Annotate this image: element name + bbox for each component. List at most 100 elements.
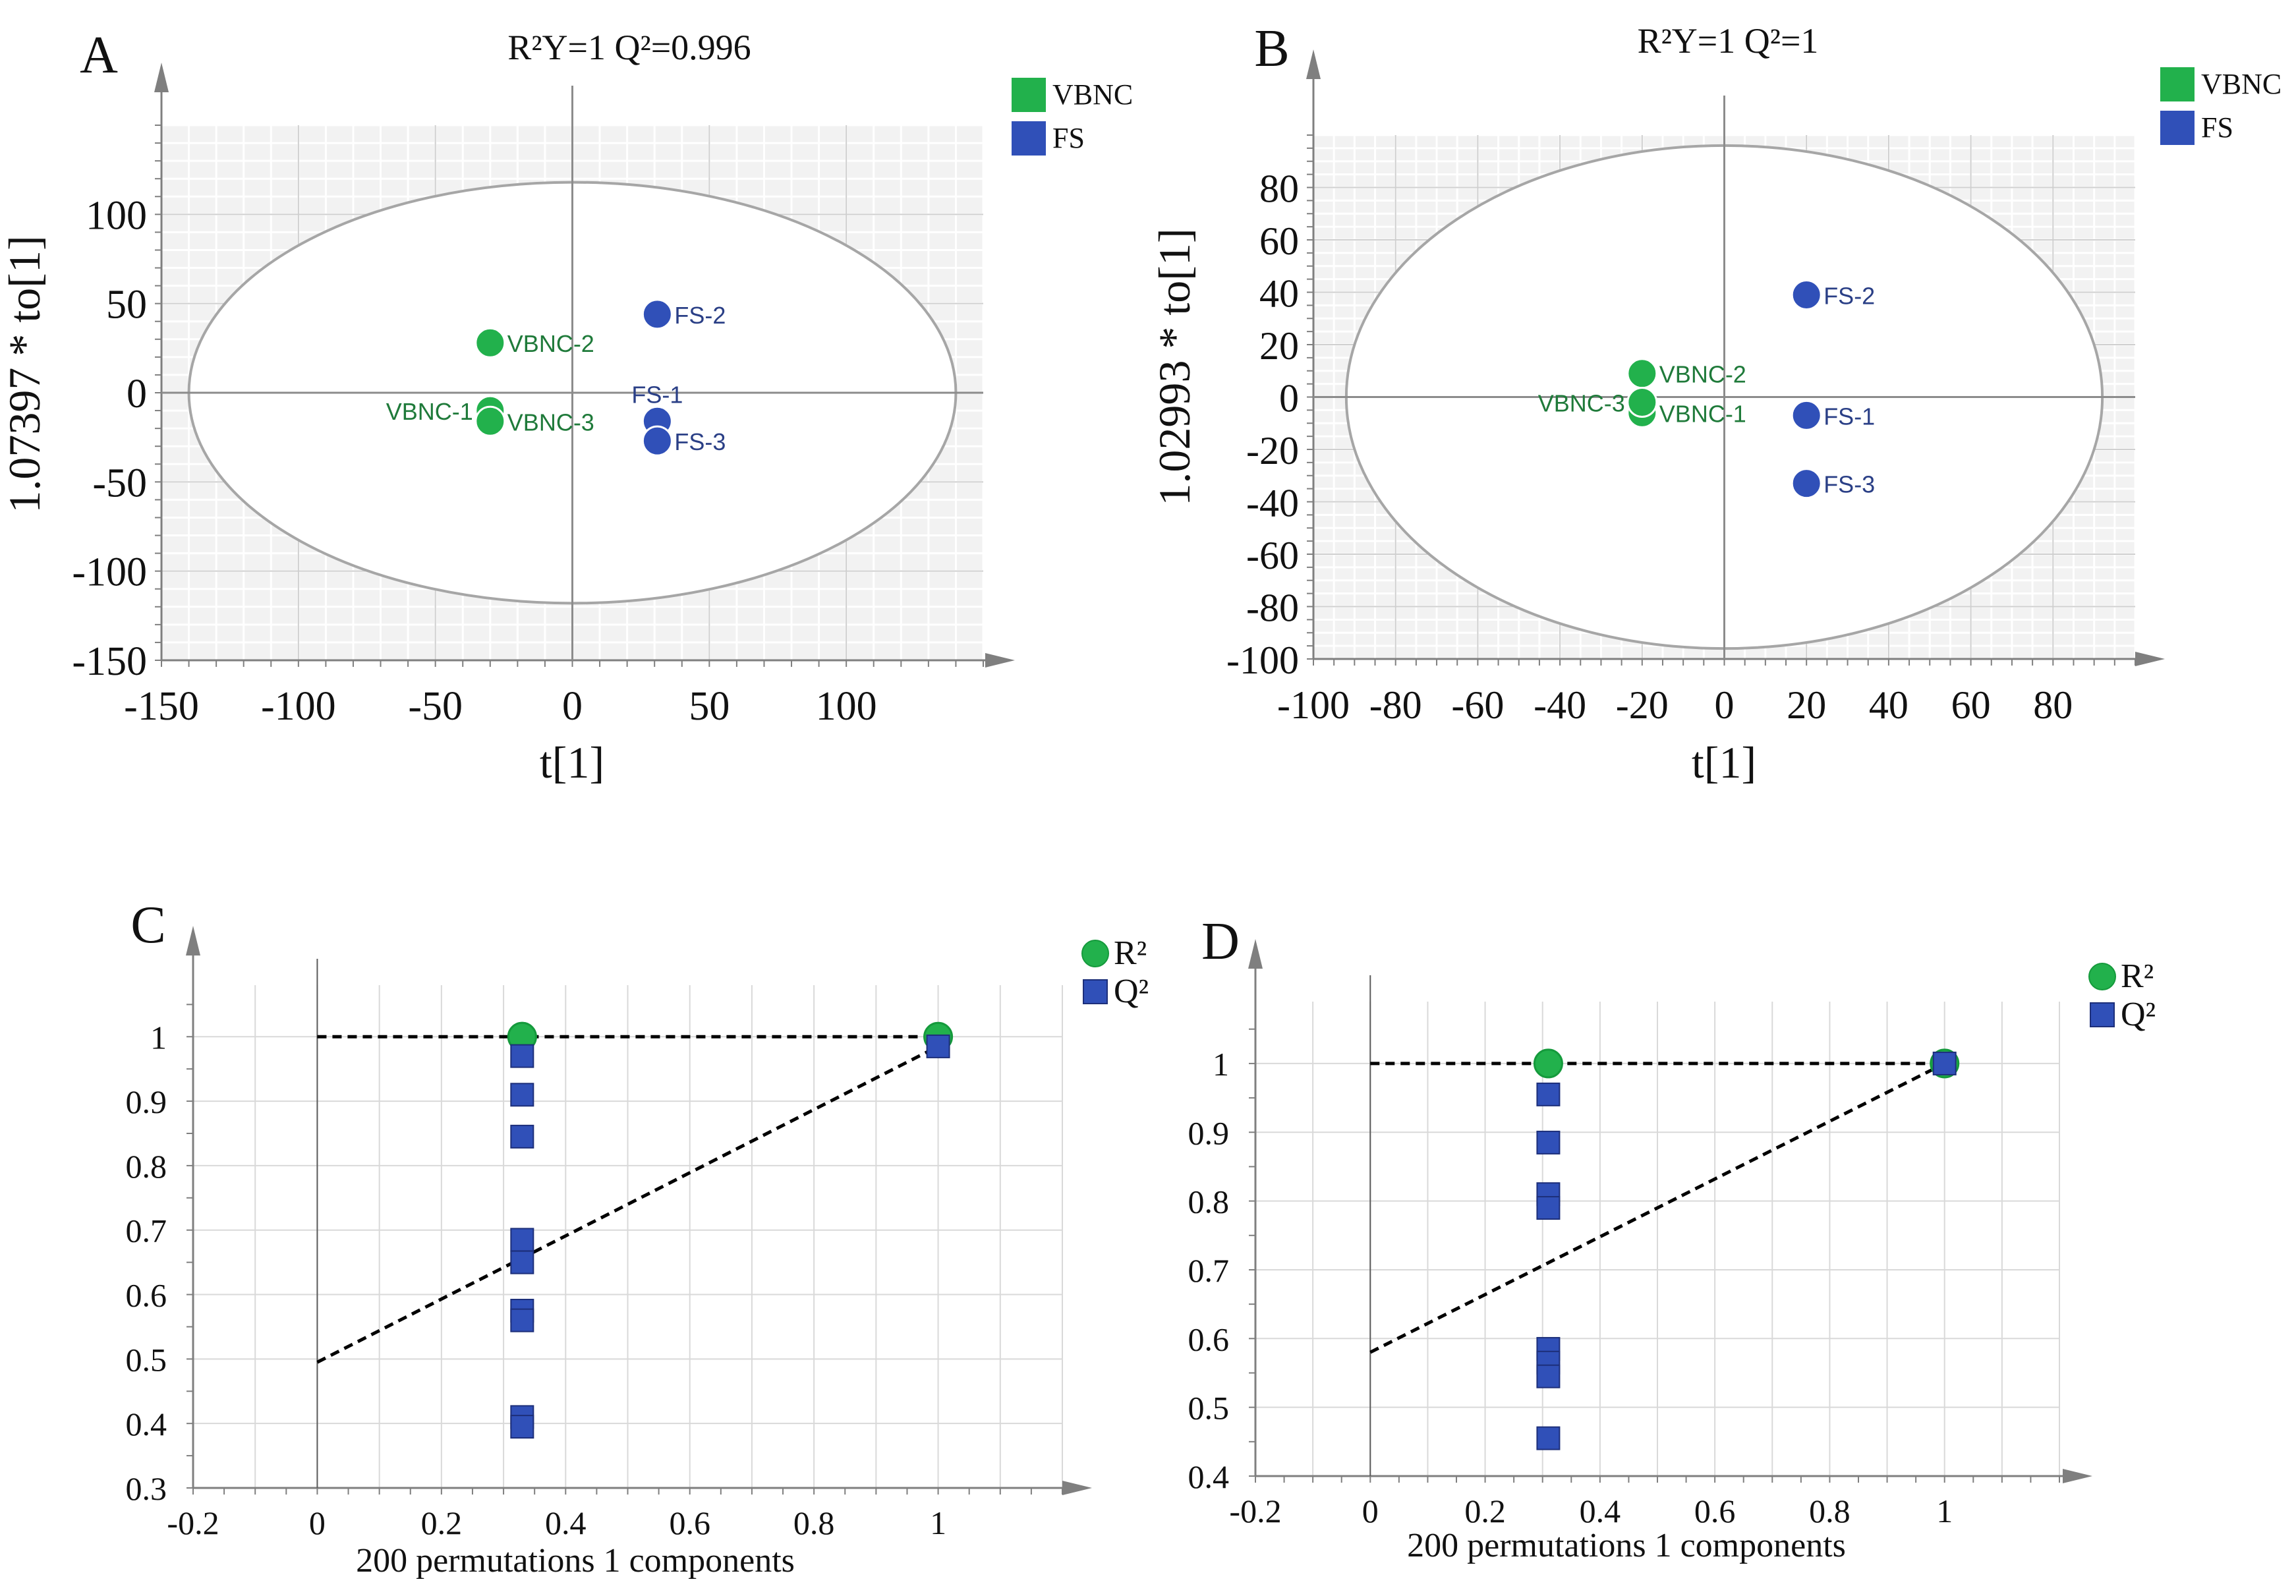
point-label: VBNC-3	[1538, 389, 1625, 416]
x-tick-label: 0.8	[793, 1504, 835, 1541]
q2-point	[1536, 1082, 1561, 1106]
q2-point	[1536, 1364, 1561, 1388]
x-tick-label: 1	[1936, 1493, 1953, 1529]
y-tick-label: -50	[92, 461, 147, 505]
x-tick-label: -150	[124, 684, 199, 729]
y-tick-label: 1	[150, 1019, 167, 1056]
legend-label: FS	[2201, 111, 2233, 144]
x-tick-label: -0.2	[167, 1504, 219, 1541]
q2-point	[510, 1124, 534, 1149]
y-tick-label: 20	[1259, 324, 1299, 368]
q2-point	[1536, 1130, 1561, 1154]
q2-point	[1932, 1051, 1957, 1075]
point-label: FS-2	[1823, 282, 1875, 309]
point-label: VBNC-1	[1659, 400, 1746, 427]
y-tick-label: 0.8	[1188, 1183, 1230, 1220]
y-tick-label: -100	[72, 550, 147, 595]
y-tick-label: 0.3	[126, 1470, 167, 1507]
x-tick-label: 0.6	[669, 1504, 710, 1541]
y-tick-label: 0.9	[1188, 1114, 1230, 1151]
legend-label: Q²	[1114, 973, 1149, 1010]
x-tick-label: 0	[562, 684, 583, 729]
data-point	[1626, 358, 1658, 389]
y-tick-label: -20	[1246, 429, 1299, 472]
panel-a: -150 -100 -50 0 50 100 -150 -100 -50 0 50 100 VBNC-1…	[0, 26, 1133, 787]
y-tick-label: 0	[1279, 377, 1299, 420]
legend-marker	[2090, 1002, 2115, 1027]
panel-label: B	[1254, 20, 1289, 78]
q2-point	[510, 1044, 534, 1068]
x-tick-label: -60	[1451, 683, 1504, 727]
x-tick-label: 20	[1787, 683, 1826, 727]
x-axis-arrow	[2135, 652, 2165, 666]
data-point	[641, 425, 673, 457]
legend-marker	[2160, 67, 2195, 101]
x-tick-label: 40	[1869, 683, 1909, 727]
x-tick-label: 60	[1951, 683, 1991, 727]
x-axis-label: 200 permutations 1 components	[356, 1542, 795, 1580]
x-tick-label: 1	[930, 1504, 946, 1541]
x-tick-label: 0.6	[1694, 1493, 1736, 1529]
q2-point	[510, 1083, 534, 1107]
data-point	[641, 299, 673, 330]
q2-point	[510, 1250, 534, 1274]
x-axis-arrow	[985, 653, 1015, 668]
legend-label: VBNC	[1052, 78, 1133, 111]
legend-marker	[1012, 78, 1046, 112]
legend-label: VBNC	[2201, 68, 2282, 100]
x-tick-label: 0.2	[1464, 1493, 1506, 1529]
data-point	[1626, 386, 1658, 418]
q2-point	[926, 1034, 950, 1058]
panel-d: -0.2 0 0.2 0.4 0.6 0.8 1 0.4 0.5 0.6 0.7 0.8 0.9 1 D 20…	[1188, 913, 2156, 1564]
data-point	[474, 405, 506, 437]
y-tick-label: 1	[1213, 1046, 1229, 1083]
q2-point	[510, 1308, 534, 1332]
data-point	[474, 327, 506, 358]
y-tick-label: 50	[106, 283, 147, 328]
y-axis-arrow	[154, 63, 169, 92]
legend-label: R²	[2121, 957, 2154, 995]
y-tick-label: 60	[1259, 219, 1299, 263]
data-point	[1791, 468, 1822, 499]
y-axis-label: 1.02993 * to[1]	[1149, 228, 1199, 505]
x-axis-label: t[1]	[1692, 737, 1756, 787]
legend-label: R²	[1114, 934, 1147, 972]
point-label: FS-3	[674, 428, 726, 455]
y-tick-label: 0.9	[126, 1083, 167, 1120]
point-label: VBNC-3	[507, 409, 594, 436]
x-tick-label: 50	[689, 684, 730, 729]
y-tick-label: 40	[1259, 272, 1299, 316]
x-tick-label: 0.8	[1809, 1493, 1851, 1529]
x-tick-label: -50	[408, 684, 463, 729]
q2-point	[1536, 1196, 1561, 1220]
x-tick-label: 0	[1362, 1493, 1379, 1529]
data-point	[1791, 279, 1822, 310]
legend-marker	[2088, 963, 2116, 990]
chart-title: R²Y=1 Q²=0.996	[507, 28, 751, 67]
y-tick-label: 0.4	[1188, 1458, 1230, 1495]
panel-b: -100 -80 -60 -40 -20 0 20 40 60 80 -100 -80 -60 -40 -2…	[1149, 20, 2282, 787]
x-tick-label: -40	[1534, 683, 1586, 727]
regression-line	[316, 1044, 939, 1364]
panel-c: -0.2 0 0.2 0.4 0.6 0.8 1 0.3 0.4 0.5 0.6 0.7 0.8 0.9 1…	[126, 896, 1149, 1580]
legend-marker	[2160, 111, 2195, 145]
x-axis-label: 200 permutations 1 components	[1407, 1527, 1846, 1564]
y-tick-label: -80	[1246, 586, 1299, 630]
y-axis-arrow	[1248, 939, 1263, 969]
legend-label: FS	[1052, 122, 1085, 154]
legend-label: Q²	[2121, 996, 2156, 1033]
y-tick-label: 0.6	[126, 1277, 167, 1314]
panel-label: D	[1201, 913, 1240, 971]
y-axis-arrow	[1306, 49, 1321, 79]
y-tick-label: 0.6	[1188, 1321, 1230, 1357]
panel-label: C	[130, 896, 165, 954]
x-tick-label: -0.2	[1229, 1493, 1281, 1529]
x-tick-label: -100	[261, 684, 336, 729]
x-tick-label: -80	[1369, 683, 1422, 727]
q2-point	[510, 1415, 534, 1439]
y-axis-arrow	[186, 926, 200, 955]
y-tick-label: -60	[1246, 534, 1299, 577]
x-tick-label: -100	[1277, 683, 1350, 727]
y-tick-label: 0.7	[1188, 1252, 1230, 1289]
x-axis-arrow	[1062, 1481, 1092, 1495]
